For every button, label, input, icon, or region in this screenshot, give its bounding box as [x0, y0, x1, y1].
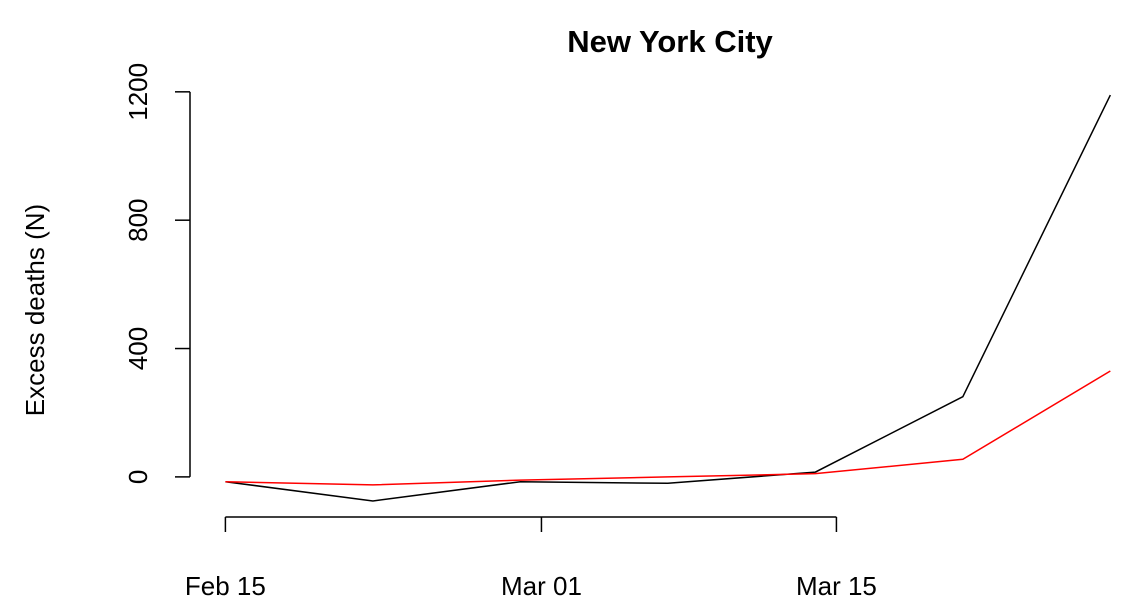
y-tick-label: 1200 [123, 63, 153, 121]
y-tick-label: 0 [123, 470, 153, 484]
x-tick-label: Mar 01 [501, 571, 582, 601]
series-line [225, 94, 1112, 502]
y-tick-label: 800 [123, 198, 153, 241]
series-line [225, 370, 1111, 486]
chart-title: New York City [567, 24, 773, 59]
x-tick-label: Mar 15 [796, 571, 877, 601]
y-tick-label: 400 [123, 327, 153, 370]
x-tick-label: Feb 15 [185, 571, 266, 601]
y-axis-label: Excess deaths (N) [20, 204, 50, 416]
